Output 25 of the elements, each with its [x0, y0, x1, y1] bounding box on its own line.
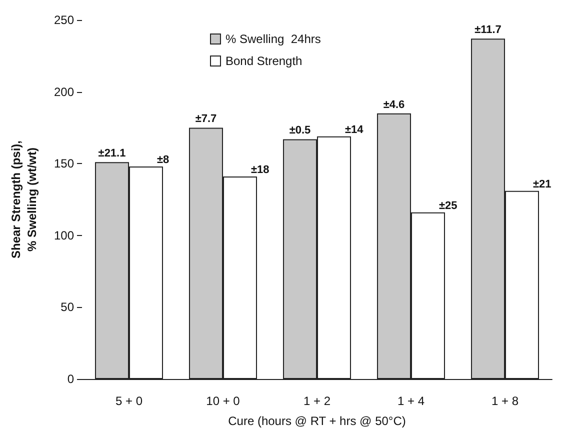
y-tick-label: 150: [54, 156, 74, 171]
annotation: ±11.7: [474, 24, 502, 36]
x-axis-title: Cure (hours @ RT + hrs @ 50°C): [228, 414, 406, 428]
legend-label: Bond Strength: [226, 54, 302, 68]
y-tick-label: 100: [54, 228, 74, 242]
annotation: ±25: [439, 200, 458, 212]
annotation: ±8: [157, 154, 170, 166]
y-axis-title: Shear Strength (psi), % Swelling (wt/wt): [9, 140, 39, 259]
x-tick-label: 1 + 2: [303, 394, 331, 408]
annotation: ±7.7: [195, 113, 217, 126]
y-tick-label: 0: [67, 372, 74, 386]
annotation: ±14: [345, 124, 364, 136]
y-tick-label: 50: [60, 300, 74, 314]
annotation: ±18: [251, 164, 270, 176]
y-tick-label: 250: [54, 13, 74, 27]
annotation: ±4.6: [383, 98, 405, 111]
legend-label: % Swelling 24hrs: [226, 32, 321, 46]
annotation: ±21.1: [98, 148, 126, 160]
y-tick-label: 200: [54, 84, 74, 99]
x-tick-label: 5 + 0: [115, 394, 143, 408]
x-tick-label: 1 + 4: [397, 394, 425, 408]
x-tick-label: 10 + 0: [206, 394, 240, 408]
annotation: ±0.5: [289, 124, 311, 137]
x-tick-label: 1 + 8: [491, 394, 519, 408]
annotation: ±21: [533, 178, 552, 190]
